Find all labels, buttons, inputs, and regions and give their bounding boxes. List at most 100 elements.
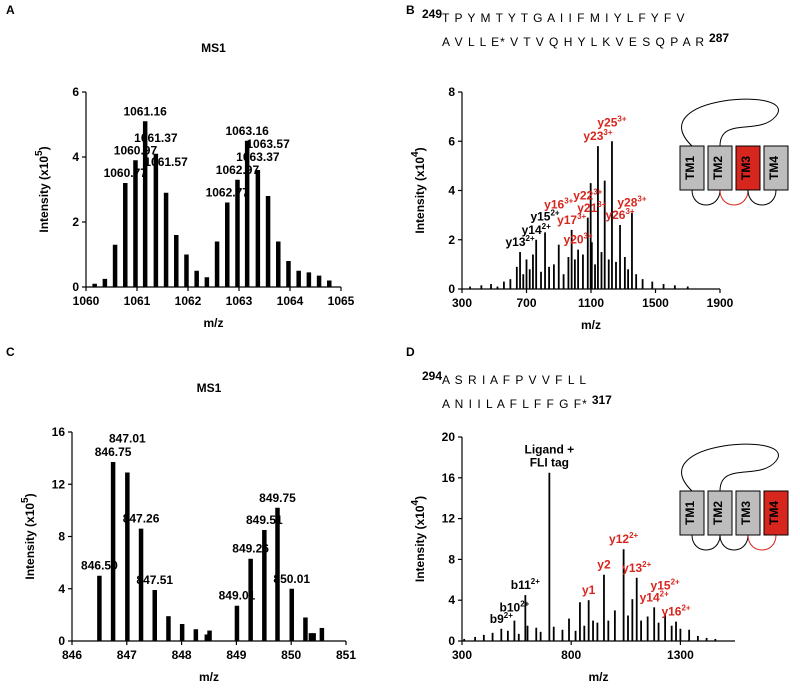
peak-label-text: y21 [577,201,597,215]
peak-label: b112+ [511,577,540,592]
peak-label-text: y26 [605,208,625,222]
peak-label-charge: 2+ [671,577,680,586]
x-tick-label: 849 [226,648,246,662]
peak-label-text: 849.26 [232,542,269,556]
tm-label: TM3 [739,156,753,180]
tm-label: TM4 [767,501,781,525]
peak-label-text: 849.51 [246,513,283,527]
y-tick-label: 0 [448,634,455,648]
tm-segment [735,490,761,536]
peak-label-charge: 2+ [542,222,551,231]
y-tick-label: 4 [448,184,455,198]
y-tick-label: 16 [442,471,456,485]
peak-label: y132+ [505,234,534,249]
peak-label-text: y15 [530,209,550,223]
y-tick-label: 4 [72,150,79,164]
peak-label: y162+ [661,604,690,619]
peak-label-text: b10 [500,601,521,615]
peak-label: y122+ [609,531,638,546]
peak-label-charge: 2+ [520,600,529,609]
tm-label: TM1 [683,501,697,525]
peak-label: y233+ [583,128,612,143]
y-tick-label: 16 [52,425,66,439]
tm-label: TM2 [711,156,725,180]
tm-segment [707,490,733,536]
peak-label-charge: 2+ [550,208,559,217]
peak-label-text: y1 [582,583,596,597]
y-tick-label: 0 [72,280,79,294]
tm-label: TM3 [739,501,753,525]
tm-segment [735,145,761,191]
y-axis-label-part: Intensity (x10 [37,156,51,233]
y-axis-label-part: ) [413,496,427,500]
x-tick-label: 850 [281,648,301,662]
peak-label-text: 1061.16 [123,104,167,118]
peak-label-text: y12 [609,532,629,546]
connector [691,189,721,206]
sequence-start: 294 [422,369,442,383]
y-axis-label-part: 5 [34,150,45,156]
peak-label: y223+ [573,188,602,203]
peak-label: 1062.97 [216,163,260,177]
panel-letter: A [6,3,15,17]
y-axis-label-part: ) [413,147,427,151]
connector [691,534,721,551]
tm-label: TM1 [683,156,697,180]
peak-label: 847.51 [136,573,173,587]
y-axis-label-part: Intensity (x10 [23,503,37,580]
x-tick-label: 700 [516,296,536,310]
x-axis-label: m/z [588,670,608,684]
peak-label-text: 847.26 [123,512,160,526]
y-tick-label: 2 [448,233,455,247]
y-axis-label: Intensity (x105) [34,146,51,232]
tm-segment [679,490,705,536]
peak-label-text: 847.51 [136,573,173,587]
tm-label: TM4 [767,156,781,180]
y-tick-label: 8 [448,85,455,99]
peak-label-text: y2 [597,558,611,572]
y-axis-label: Intensity (x104) [410,496,427,582]
peak-label-text: y16 [661,605,681,619]
tm-label: TM2 [711,501,725,525]
peak-label-charge: 3+ [584,232,593,241]
peak-label: 1061.57 [144,155,188,169]
connector [719,534,749,551]
peak-label: 1061.37 [134,131,178,145]
x-tick-label: 851 [336,648,356,662]
x-tick-label: 848 [172,648,192,662]
peak-label-text: 1061.57 [144,155,188,169]
peak-label-text: y20 [564,233,584,247]
peak-label: 849.75 [259,491,296,505]
peak-label: y132+ [622,560,651,575]
y-axis-label-part: ) [23,493,37,497]
peak-label-text: 849.01 [219,589,256,603]
loop [681,443,779,492]
y-tick-label: 12 [442,512,456,526]
tm-segment [679,145,705,191]
peak-label-text: y15 [651,578,671,592]
peak-label-text: y25 [597,115,617,129]
peak-label: 849.01 [219,589,256,603]
peak-label-charge: 3+ [593,188,602,197]
sequence-line: A S R I A F P V V F L L [442,373,587,387]
x-tick-label: 1060 [73,294,100,308]
sequence-line: A V L L E* V T V Q H Y L K V E S Q P A R [442,35,705,49]
peak-label-charge: 3+ [637,195,646,204]
peak-label: y283+ [617,195,646,210]
peak-label-charge: 2+ [660,589,669,598]
peak-label-text: y14 [640,590,660,604]
x-tick-label: 1062 [175,294,202,308]
peak-label-text: 846.75 [95,445,132,459]
peak-label-charge: 3+ [617,114,626,123]
peak-label: y173+ [557,212,586,227]
connector [719,189,749,206]
x-tick-label: 847 [117,648,137,662]
peak-label-charge: 3+ [577,212,586,221]
peak-label: 1063.37 [236,150,280,164]
peak-label-text: 850.01 [273,572,310,586]
peak-label-text: 1060.97 [114,143,158,157]
peak-label-text: y28 [617,196,637,210]
y-tick-label: 0 [448,282,455,296]
peak-label-text: 1063.37 [236,150,280,164]
